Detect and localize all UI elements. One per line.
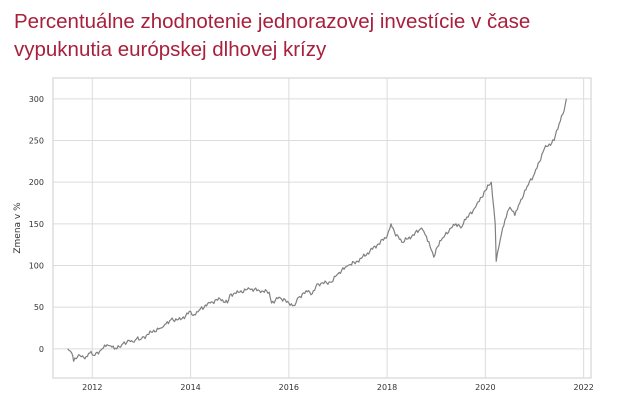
y-tick-label: 300 xyxy=(29,95,44,104)
y-tick-label: 150 xyxy=(29,220,44,229)
chart-title: Percentuálne zhodnotenie jednorazovej in… xyxy=(14,10,531,61)
y-tick-label: 250 xyxy=(29,137,44,146)
gridlines xyxy=(53,78,591,378)
series-group xyxy=(67,98,567,362)
series-line xyxy=(67,98,567,362)
x-tick-labels: 2012 2014 2016 2018 2020 2022 xyxy=(82,383,594,392)
plot-area xyxy=(52,77,592,379)
y-tick-labels: 0 50 100 150 200 250 300 xyxy=(29,95,44,354)
y-tick-label: 100 xyxy=(29,262,44,271)
y-tick-label: 50 xyxy=(34,303,44,312)
x-tick-label: 2012 xyxy=(82,383,102,392)
x-tick-label: 2018 xyxy=(377,383,397,392)
y-tick-label: 0 xyxy=(39,345,44,354)
x-tick-label: 2020 xyxy=(475,383,495,392)
x-tick-label: 2016 xyxy=(279,383,299,392)
x-tick-label: 2022 xyxy=(573,383,593,392)
x-tick-label: 2014 xyxy=(180,383,200,392)
y-axis-label: Zmena v % xyxy=(13,202,23,254)
y-tick-label: 200 xyxy=(29,178,44,187)
